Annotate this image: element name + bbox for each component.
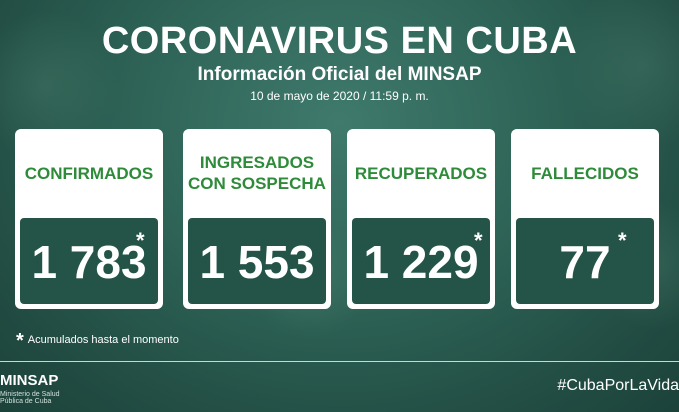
footnote-asterisk: *: [16, 330, 24, 352]
footnote-text: Acumulados hasta el momento: [27, 334, 179, 346]
card-value-box: 1 553: [188, 218, 326, 304]
logo-subtext: Ministerio de Salud Pública de Cuba: [0, 391, 60, 405]
page-title: CORONAVIRUS EN CUBA: [101, 20, 578, 62]
card-confirmados: CONFIRMADOS 1 783 *: [15, 129, 163, 309]
asterisk-marker: *: [136, 228, 145, 253]
card-label: INGRESADOS CON SOSPECHA: [188, 153, 326, 193]
logo-text: MINSAP: [0, 372, 59, 389]
minsap-logo: MINSAP Ministerio de Salud Pública de Cu…: [0, 372, 60, 408]
card-label: RECUPERADOS: [354, 163, 488, 183]
page-subtitle: Información Oficial del MINSAP: [197, 64, 482, 85]
card-value-box: 1 783 *: [20, 218, 158, 304]
card-value: 1 229: [363, 236, 479, 288]
card-label: CONFIRMADOS: [24, 163, 154, 183]
card-fallecidos: FALLECIDOS 77 *: [511, 129, 659, 309]
card-ingresados: INGRESADOS CON SOSPECHA 1 553: [183, 129, 331, 309]
card-value: 1 783: [31, 236, 147, 288]
card-value: 77: [559, 236, 611, 288]
asterisk-marker: *: [618, 228, 627, 253]
card-recuperados: RECUPERADOS 1 229 *: [347, 129, 495, 309]
card-value-box: 77 *: [516, 218, 654, 304]
footnote: * Acumulados hasta el momento: [16, 331, 179, 351]
asterisk-marker: *: [474, 228, 483, 253]
card-value: 1 553: [199, 236, 315, 288]
hashtag: #CubaPorLaVida: [557, 377, 679, 394]
card-value-box: 1 229 *: [352, 218, 490, 304]
footer-divider: [0, 361, 679, 362]
report-date: 10 de mayo de 2020 / 11:59 p. m.: [250, 89, 429, 103]
card-label: FALLECIDOS: [531, 163, 639, 183]
